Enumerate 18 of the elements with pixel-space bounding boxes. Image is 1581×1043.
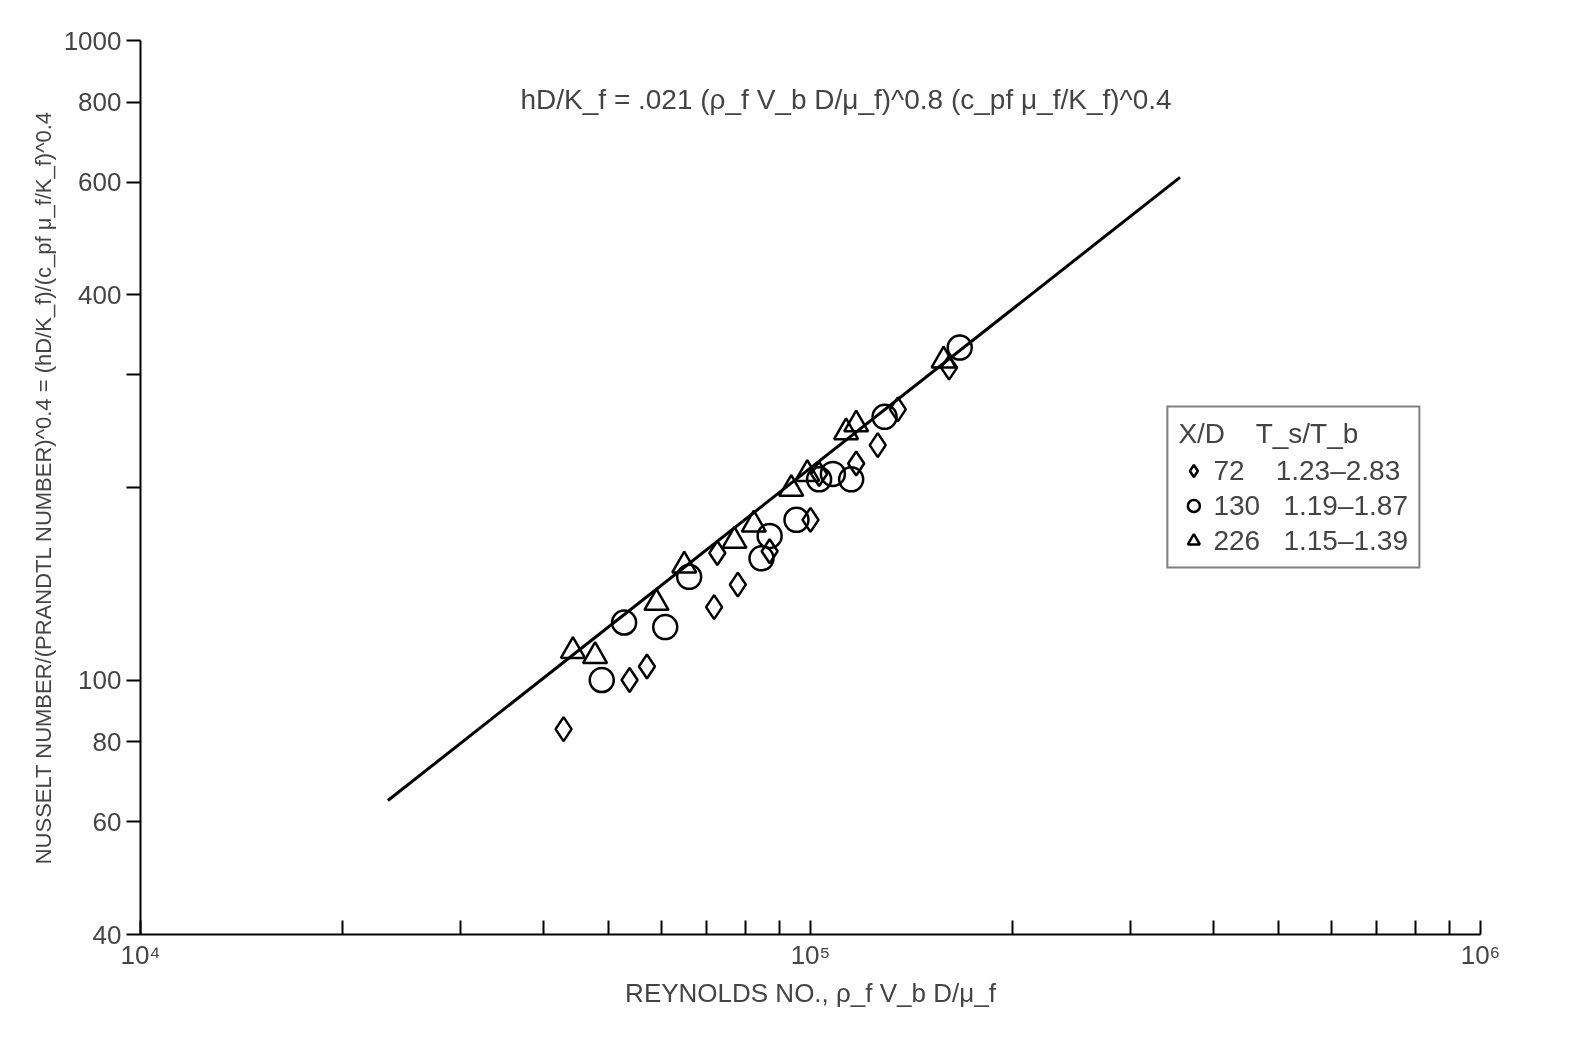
y-tick-label: 100 (78, 665, 122, 696)
y-tick-label: 400 (78, 279, 122, 310)
y-tick-label: 1000 (63, 25, 122, 56)
y-tick-label: 800 (78, 87, 122, 118)
x-tick-label: 10⁶ (1460, 939, 1501, 970)
y-tick-label: 40 (92, 919, 122, 950)
legend-label: 72 1.23–2.83 (1213, 454, 1401, 487)
y-tick-label: 80 (92, 726, 122, 757)
x-tick-label: 10⁵ (790, 939, 831, 970)
y-tick-label: 60 (92, 806, 122, 837)
y-tick-label: 600 (78, 167, 122, 198)
y-axis-title: NUSSELT NUMBER/(PRANDTL NUMBER)^0.4 = (hD/K_f)/(c_pf μ_f/K_f)^0.4 (30, 111, 56, 865)
legend-title: X/D T_s/T_b (1178, 417, 1360, 450)
x-tick-label: 10⁴ (120, 939, 161, 970)
legend-label: 130 1.19–1.87 (1213, 489, 1408, 522)
annotation: hD/K_f = .021 (ρ_f V_b D/μ_f)^0.8 (c_pf μ_f/K_f)^0.4 (520, 83, 1172, 115)
x-axis-title: REYNOLDS NO., ρ_f V_b D/μ_f (625, 977, 997, 1008)
legend-label: 226 1.15–1.39 (1213, 524, 1408, 557)
